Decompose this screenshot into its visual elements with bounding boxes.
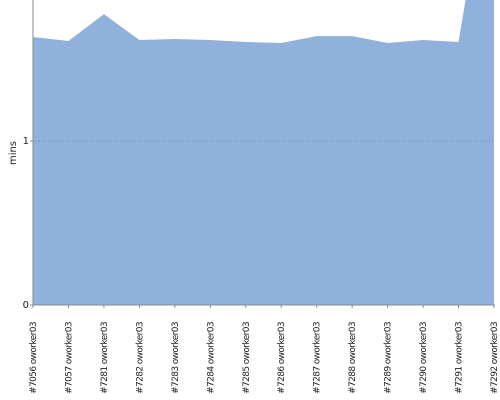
y-axis-label: mins [8,141,19,165]
x-tick-label: #7291 oworker03 [455,322,465,394]
x-tick-label: #7056 oworker03 [29,322,39,394]
y-tick-label: 1 [23,136,29,147]
x-tick-label: #7284 oworker03 [206,322,216,394]
area [33,0,494,305]
x-tick-label: #7282 oworker03 [135,322,145,394]
y-tick-label: 0 [23,300,29,311]
x-tick-label: #7292 oworker03 [490,322,500,394]
x-tick-label: #7287 oworker03 [313,322,323,394]
plot-area [33,0,494,305]
x-tick-label: #7285 oworker03 [242,322,252,394]
x-tick-label: #7283 oworker03 [171,322,181,394]
x-tick-label: #7288 oworker03 [348,322,358,394]
x-tick-label: #7286 oworker03 [277,322,287,394]
x-tick-label: #7057 oworker03 [64,322,74,394]
x-tick-label: #7289 oworker03 [384,322,394,394]
x-tick-label: #7281 oworker03 [100,322,110,394]
x-tick-label: #7290 oworker03 [419,322,429,394]
